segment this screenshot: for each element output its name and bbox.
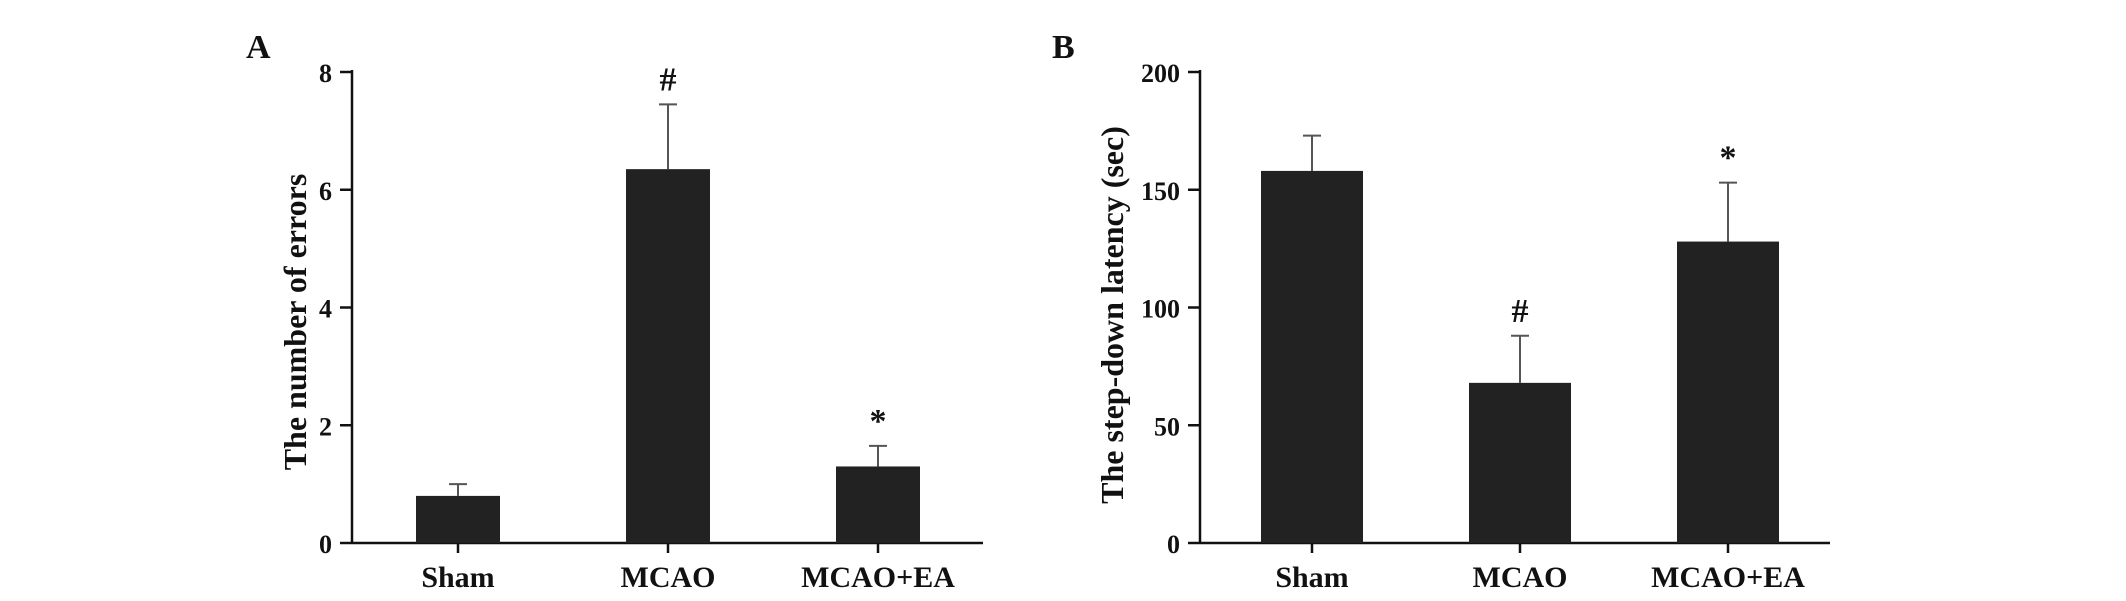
panel-a-bar bbox=[626, 169, 710, 544]
panel-b-x-tick-label: MCAO+EA bbox=[1651, 561, 1805, 594]
panel-b-significance-mark: * bbox=[1720, 140, 1737, 177]
panel-b-y-tick-label: 50 bbox=[1154, 412, 1180, 441]
panel-a-x-tick-label: MCAO+EA bbox=[801, 561, 955, 594]
panel-b-bar bbox=[1677, 241, 1779, 543]
panel-a-y-axis-label: The number of errors bbox=[277, 174, 313, 471]
panel-a-y-tick-label: 0 bbox=[319, 530, 332, 559]
panel-b-plot-area: 0 50 100 150 200 Sham MCAO # MCAO+EA * bbox=[1141, 59, 1830, 594]
panel-b-y-tick-label: 0 bbox=[1167, 530, 1180, 559]
panel-b-y-tick-label: 200 bbox=[1141, 59, 1180, 88]
panel-b-y-tick-label: 100 bbox=[1141, 295, 1180, 324]
panel-a-significance-mark: # bbox=[660, 61, 677, 98]
panel-b: B The step-down latency (sec) 0 50 100 150 2… bbox=[1052, 29, 1830, 594]
panel-a-bar bbox=[416, 495, 500, 543]
panel-a-y-tick-label: 8 bbox=[319, 59, 332, 88]
panel-b-x-tick-label: MCAO bbox=[1473, 561, 1568, 594]
panel-a-x-tick-label: Sham bbox=[421, 561, 494, 594]
panel-b-x-tick-label: Sham bbox=[1275, 561, 1348, 594]
panel-b-bar bbox=[1261, 170, 1363, 543]
panel-a-y-tick-label: 4 bbox=[319, 295, 332, 324]
panel-b-y-axis-label: The step-down latency (sec) bbox=[1094, 126, 1130, 504]
panel-a: A The number of errors 0 2 4 6 8 Sham MCAO # MCA… bbox=[246, 29, 983, 594]
panel-a-plot-area: 0 2 4 6 8 Sham MCAO # MCAO+EA * bbox=[319, 59, 983, 594]
panel-b-significance-mark: # bbox=[1512, 293, 1529, 330]
panel-b-label: B bbox=[1052, 29, 1075, 66]
panel-a-y-tick-label: 2 bbox=[319, 412, 332, 441]
panel-a-x-tick-label: MCAO bbox=[621, 561, 716, 594]
panel-b-bar bbox=[1469, 382, 1571, 543]
panel-b-y-tick-label: 150 bbox=[1141, 177, 1180, 206]
panel-a-significance-mark: * bbox=[870, 403, 887, 440]
panel-a-y-tick-label: 6 bbox=[319, 177, 332, 206]
panel-a-label: A bbox=[246, 29, 271, 66]
panel-a-bar bbox=[836, 466, 920, 543]
